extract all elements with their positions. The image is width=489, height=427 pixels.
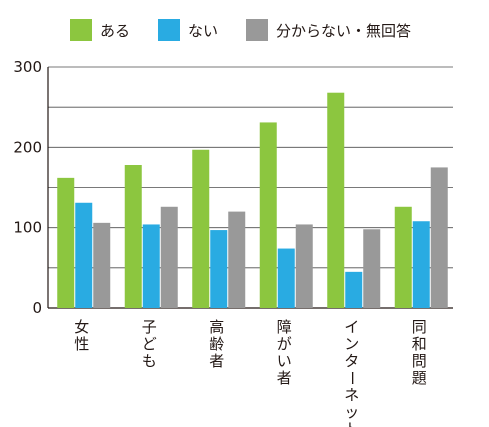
category-label-char: 同 [412,318,427,336]
legend-item-aru: ある [70,19,130,41]
category-label-char: 和 [412,335,427,353]
category-label-char: ン [344,335,359,353]
bar [192,149,210,308]
bar [363,229,381,308]
category-label-char: イ [344,318,359,336]
bar [430,167,448,308]
bar [57,177,75,308]
legend-swatch-unknown [246,19,269,41]
bar [75,202,93,308]
legend-swatch-aru [70,19,92,41]
category-label-char: 者 [209,352,224,370]
category-label-char: 齢 [209,335,224,353]
bar [345,271,363,308]
bar [412,221,430,308]
category-label-char: ど [142,335,157,353]
category-label-char: 女 [74,318,89,336]
legend-label-aru: ある [100,21,131,40]
category-label-char: 者 [277,369,292,387]
bar [93,222,111,308]
category-label-char: 問 [412,352,427,370]
category-label-char: ー [343,370,361,385]
category-label-char: 子 [142,318,157,336]
y-tick-label: 200 [13,138,42,156]
category-label-char: も [142,352,157,370]
legend-item-nai: ない [158,19,218,41]
category-label-char: ネ [344,386,359,404]
y-tick-label: 100 [13,219,42,237]
category-label-char: ト [344,420,359,427]
bar [277,248,295,308]
category-label-char: 高 [209,318,224,336]
legend-label-unknown: 分からない・無回答 [276,21,412,40]
category-label-char: が [277,335,292,353]
category-label-char: 題 [412,369,427,387]
bar [394,206,412,308]
y-tick-label: 0 [32,299,42,317]
legend-item-unknown: 分からない・無回答 [246,19,411,41]
legend-swatch-nai [158,19,181,41]
bar [228,211,246,308]
bar [210,230,228,308]
bar [259,122,277,309]
category-label-char: ッ [344,403,359,421]
category-label-char: 性 [74,335,89,353]
category-label-char: い [277,352,292,370]
legend: ある ない 分からない・無回答 [70,19,439,41]
bar [124,165,142,308]
y-tick-label: 300 [13,58,42,76]
bar [327,92,345,308]
bar [160,206,178,308]
category-label-char: 障 [277,318,292,336]
bar [142,224,160,308]
legend-label-nai: ない [188,21,219,40]
bar [295,224,313,308]
category-label-char: タ [344,352,359,370]
